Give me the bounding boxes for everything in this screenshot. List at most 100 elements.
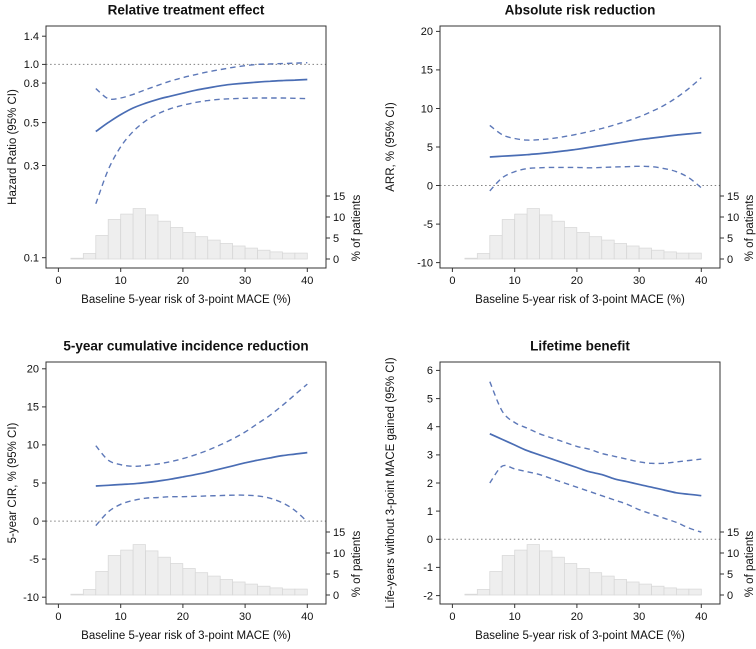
svg-text:0.8: 0.8 [24, 78, 39, 90]
svg-text:5: 5 [427, 142, 433, 154]
upper-95-ci-line [489, 77, 702, 141]
x-axis-label: Baseline 5-year risk of 3-point MACE (%) [475, 294, 685, 306]
secondary-axis-ticks: 0 5 10 15 [326, 527, 345, 602]
svg-text:0: 0 [727, 254, 733, 266]
panel-5-year-cumulative-incidence-reduction: 20 15 10 5 0 -5 -10 0 10 20 30 40 0 5 10 15 5-year cumu… [0, 336, 378, 649]
secondary-axis-ticks: 0 5 10 15 [720, 191, 739, 266]
svg-text:-1: -1 [423, 562, 433, 574]
svg-text:0: 0 [55, 611, 61, 623]
svg-text:4: 4 [427, 422, 433, 434]
point-estimate-line [95, 451, 308, 487]
upper-95-ci-line [95, 62, 308, 101]
upper-95-ci-line [95, 383, 308, 468]
svg-text:5: 5 [333, 569, 339, 581]
absolute-risk-reduction-plot: 20 15 10 5 0 -5 -10 0 10 20 30 40 0 5 10 15 [417, 25, 739, 287]
lower-95-ci-line [489, 464, 702, 533]
svg-text:0: 0 [449, 275, 455, 287]
x-axis-ticks: 0 10 20 30 40 [55, 604, 313, 623]
secondary-axis-ticks: 0 5 10 15 [326, 191, 345, 266]
svg-text:0.5: 0.5 [24, 117, 39, 129]
svg-text:30: 30 [633, 611, 645, 623]
cumulative-incidence-reduction-plot: 20 15 10 5 0 -5 -10 0 10 20 30 40 0 5 10 15 [23, 361, 345, 623]
svg-text:0: 0 [427, 180, 433, 192]
svg-text:10: 10 [727, 548, 739, 560]
svg-text:0: 0 [727, 590, 733, 602]
svg-text:10: 10 [27, 440, 39, 452]
y-axis-ticks: 6 5 4 3 2 1 0 -1 -2 [423, 365, 440, 602]
svg-text:0.1: 0.1 [24, 253, 39, 265]
svg-text:20: 20 [27, 364, 39, 376]
x-axis-ticks: 0 10 20 30 40 [449, 268, 707, 287]
secondary-axis-ticks: 0 5 10 15 [720, 527, 739, 602]
panel-relative-treatment-effect: 1.4 1.0 0.8 0.5 0.3 0.1 0 10 20 30 40 0 5 10 15 Relati… [0, 0, 378, 324]
svg-text:-5: -5 [423, 219, 433, 231]
svg-text:20: 20 [177, 275, 189, 287]
secondary-axis-label: % of patients [744, 194, 756, 262]
point-estimate-line [95, 78, 308, 133]
svg-text:1: 1 [427, 506, 433, 518]
svg-text:10: 10 [509, 611, 521, 623]
y-axis-label: 5-year CIR, % (95% CI) [7, 422, 19, 544]
svg-text:0: 0 [427, 534, 433, 546]
svg-text:20: 20 [571, 275, 583, 287]
histogram-bars [70, 208, 308, 260]
svg-text:10: 10 [421, 103, 433, 115]
svg-text:20: 20 [571, 611, 583, 623]
svg-text:40: 40 [695, 611, 707, 623]
x-axis-label: Baseline 5-year risk of 3-point MACE (%) [475, 630, 685, 642]
svg-text:15: 15 [727, 191, 739, 203]
svg-text:15: 15 [421, 65, 433, 77]
svg-text:20: 20 [177, 611, 189, 623]
panel-title: Absolute risk reduction [504, 2, 656, 18]
panel-title: 5-year cumulative incidence reduction [63, 338, 309, 354]
svg-text:3: 3 [427, 450, 433, 462]
y-axis-label: ARR, % (95% CI) [385, 102, 397, 192]
svg-text:1.4: 1.4 [24, 31, 39, 43]
y-axis-ticks: 1.4 1.0 0.8 0.5 0.3 0.1 [24, 31, 46, 265]
y-axis-ticks: 20 15 10 5 0 -5 -10 [23, 364, 46, 604]
lower-95-ci-line [95, 97, 308, 205]
svg-text:30: 30 [633, 275, 645, 287]
svg-text:10: 10 [115, 611, 127, 623]
svg-text:10: 10 [509, 275, 521, 287]
lower-95-ci-line [95, 494, 308, 527]
x-axis-ticks: 0 10 20 30 40 [55, 268, 313, 287]
panel-absolute-risk-reduction: 20 15 10 5 0 -5 -10 0 10 20 30 40 0 5 10 15 Absolute ri… [378, 0, 756, 324]
x-axis-label: Baseline 5-year risk of 3-point MACE (%) [81, 630, 291, 642]
point-estimate-line [489, 131, 702, 158]
x-axis-ticks: 0 10 20 30 40 [449, 604, 707, 623]
svg-text:20: 20 [421, 26, 433, 38]
secondary-axis-label: % of patients [351, 530, 363, 598]
svg-text:15: 15 [333, 527, 345, 539]
svg-text:-2: -2 [423, 590, 433, 602]
plot-border [439, 25, 721, 269]
secondary-axis-label: % of patients [351, 194, 363, 262]
lower-95-ci-line [489, 165, 702, 192]
point-estimate-line [489, 433, 702, 497]
svg-text:5: 5 [427, 393, 433, 405]
svg-text:0: 0 [449, 611, 455, 623]
svg-text:0: 0 [55, 275, 61, 287]
svg-text:10: 10 [333, 212, 345, 224]
histogram-bars [70, 544, 308, 596]
svg-text:30: 30 [239, 275, 251, 287]
y-axis-label: Life-years without 3-point MACE gained (… [385, 357, 397, 609]
svg-text:40: 40 [695, 275, 707, 287]
svg-text:30: 30 [239, 611, 251, 623]
svg-text:0: 0 [333, 254, 339, 266]
svg-text:40: 40 [301, 275, 313, 287]
panel-title: Relative treatment effect [107, 2, 265, 18]
svg-text:15: 15 [27, 402, 39, 414]
svg-text:5: 5 [33, 478, 39, 490]
relative-treatment-effect-plot: 1.4 1.0 0.8 0.5 0.3 0.1 0 10 20 30 40 0 5 10 15 [24, 25, 345, 287]
panel-lifetime-benefit: 6 5 4 3 2 1 0 -1 -2 0 10 20 30 40 0 5 10 15 Lifetime bene… [378, 336, 756, 649]
svg-text:0.3: 0.3 [24, 160, 39, 172]
svg-text:6: 6 [427, 365, 433, 377]
svg-text:5: 5 [727, 569, 733, 581]
svg-text:2: 2 [427, 478, 433, 490]
upper-95-ci-line [489, 381, 702, 465]
svg-text:10: 10 [727, 212, 739, 224]
svg-text:1.0: 1.0 [24, 59, 39, 71]
